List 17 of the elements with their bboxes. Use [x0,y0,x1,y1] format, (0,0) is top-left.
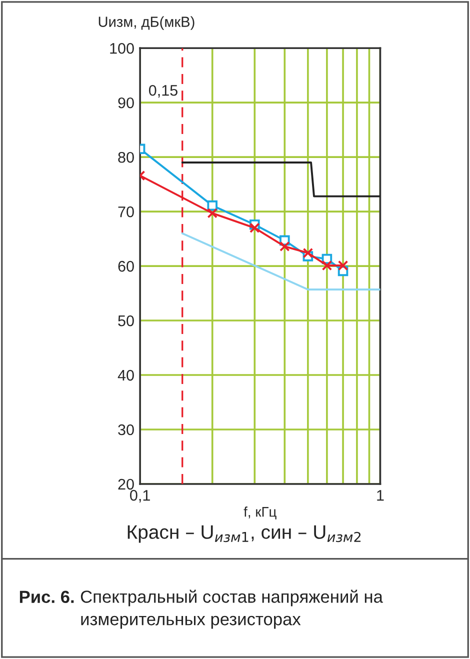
y-tick-label: 20 [118,478,134,490]
y-tick-label: 60 [118,260,134,272]
x-axis-title: f, кГц [244,506,276,520]
y-axis-title: Uизм, дБ(мкВ) [98,16,194,30]
y-tick-label: 30 [118,424,134,436]
text: Спектральный состав напряжений на измерительных резисторах [80,590,383,629]
y-tick-label: 80 [118,152,134,163]
y-tick-label: 50 [118,315,134,326]
ref-line-label: 0,15 [148,84,178,98]
y-tick-label: 100 [110,42,134,54]
y-tick-label: 90 [118,97,134,108]
x-tick-label: 1 [377,490,384,501]
text: Красн – U$_{изм1}$, син – U$_{изм2}$ [128,525,361,543]
text: Рис. 6. [20,590,74,604]
y-tick-label: 70 [118,206,134,218]
y-tick-label: 40 [118,370,134,381]
x-tick-label: 0,1 [130,490,150,503]
